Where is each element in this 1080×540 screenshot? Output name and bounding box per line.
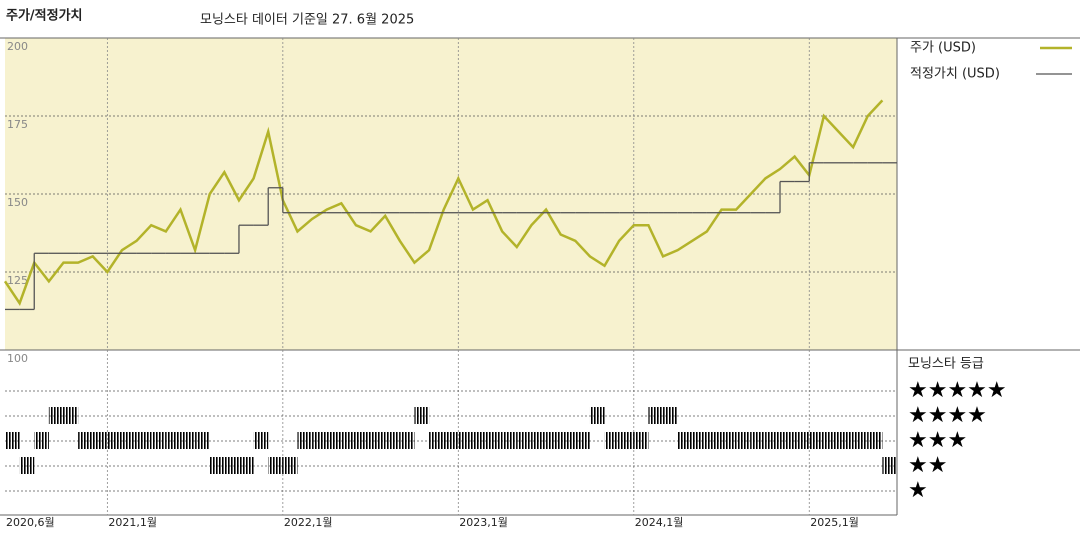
rating-bar <box>823 432 839 449</box>
rating-bar <box>619 432 634 449</box>
rating-bar <box>809 432 824 449</box>
rating-bar <box>209 457 225 474</box>
rating-bar <box>765 432 781 449</box>
rating-bar <box>750 432 766 449</box>
rating-bar <box>838 432 854 449</box>
rating-bar <box>736 432 751 449</box>
rating-bar <box>253 432 269 449</box>
rating-bar <box>721 432 737 449</box>
rating-bar <box>560 432 576 449</box>
rating-bar <box>882 457 897 474</box>
rating-bar <box>706 432 722 449</box>
rating-bar <box>502 432 517 449</box>
rating-bar <box>238 457 254 474</box>
subtitle: 모닝스타 데이터 기준일 27. 6월 2025 <box>200 13 414 28</box>
rating-bar <box>78 432 93 449</box>
rating-bar <box>165 432 181 449</box>
legend-label: 주가 (USD) <box>910 41 976 56</box>
rating-bar <box>19 457 35 474</box>
rating-bar <box>63 407 79 424</box>
rating-bar <box>312 432 327 449</box>
rating-bar <box>780 432 795 449</box>
rating-bar <box>546 432 561 449</box>
rating-bar <box>414 407 430 424</box>
rating-bar <box>282 457 298 474</box>
title: 주가/적정가치 <box>6 8 83 24</box>
rating-bar <box>48 407 64 424</box>
rating-bar <box>531 432 547 449</box>
rating-label: ★★★ <box>908 428 967 453</box>
rating-bar <box>867 432 883 449</box>
rating-bar <box>487 432 503 449</box>
y-tick-label: 125 <box>7 274 28 287</box>
rating-bar <box>107 432 122 449</box>
x-tick-label: 2020,6월 <box>6 516 55 529</box>
rating-bar <box>458 432 473 449</box>
rating-bar <box>429 432 444 449</box>
rating-bar <box>385 432 400 449</box>
rating-bar <box>443 432 459 449</box>
rating-bar <box>472 432 488 449</box>
rating-bar <box>92 432 108 449</box>
rating-bar <box>268 457 283 474</box>
rating-bar <box>677 432 693 449</box>
y-tick-label: 200 <box>7 40 28 53</box>
rating-bar <box>195 432 210 449</box>
rating-bar <box>370 432 386 449</box>
rating-bar <box>399 432 415 449</box>
rating-bar <box>663 407 678 424</box>
y-tick-label: 150 <box>7 196 28 209</box>
rating-label: ★ <box>908 478 928 503</box>
rating-bar <box>136 432 152 449</box>
x-tick-label: 2023,1월 <box>459 516 508 529</box>
x-tick-label: 2025,1월 <box>810 516 859 529</box>
rating-label: ★★ <box>908 453 947 478</box>
rating-bar <box>34 432 49 449</box>
rating-bar <box>794 432 810 449</box>
y-tick-label: 175 <box>7 118 28 131</box>
x-tick-label: 2024,1월 <box>635 516 684 529</box>
x-tick-label: 2022,1월 <box>284 516 333 529</box>
rating-bar <box>648 407 664 424</box>
rating-bar <box>633 432 649 449</box>
legend-label: 적정가치 (USD) <box>910 67 1000 82</box>
rating-bar <box>224 457 239 474</box>
x-tick-label: 2021,1월 <box>108 516 157 529</box>
y-tick-label: 100 <box>7 352 28 365</box>
rating-bar <box>326 432 342 449</box>
rating-bar <box>180 432 196 449</box>
rating-bar <box>341 432 356 449</box>
rating-bar <box>853 432 868 449</box>
rating-label: ★★★★★ <box>908 378 1007 403</box>
rating-bar <box>589 407 605 424</box>
rating-bar <box>297 432 313 449</box>
ratings-title: 모닝스타 등급 <box>908 357 984 372</box>
rating-label: ★★★★ <box>908 403 987 428</box>
rating-bar <box>516 432 532 449</box>
rating-bar <box>151 432 166 449</box>
rating-bar <box>355 432 371 449</box>
rating-bar <box>575 432 590 449</box>
rating-bar <box>692 432 707 449</box>
rating-bar <box>5 432 20 449</box>
rating-bar <box>604 432 620 449</box>
price-line <box>3 99 884 306</box>
rating-bar <box>121 432 137 449</box>
